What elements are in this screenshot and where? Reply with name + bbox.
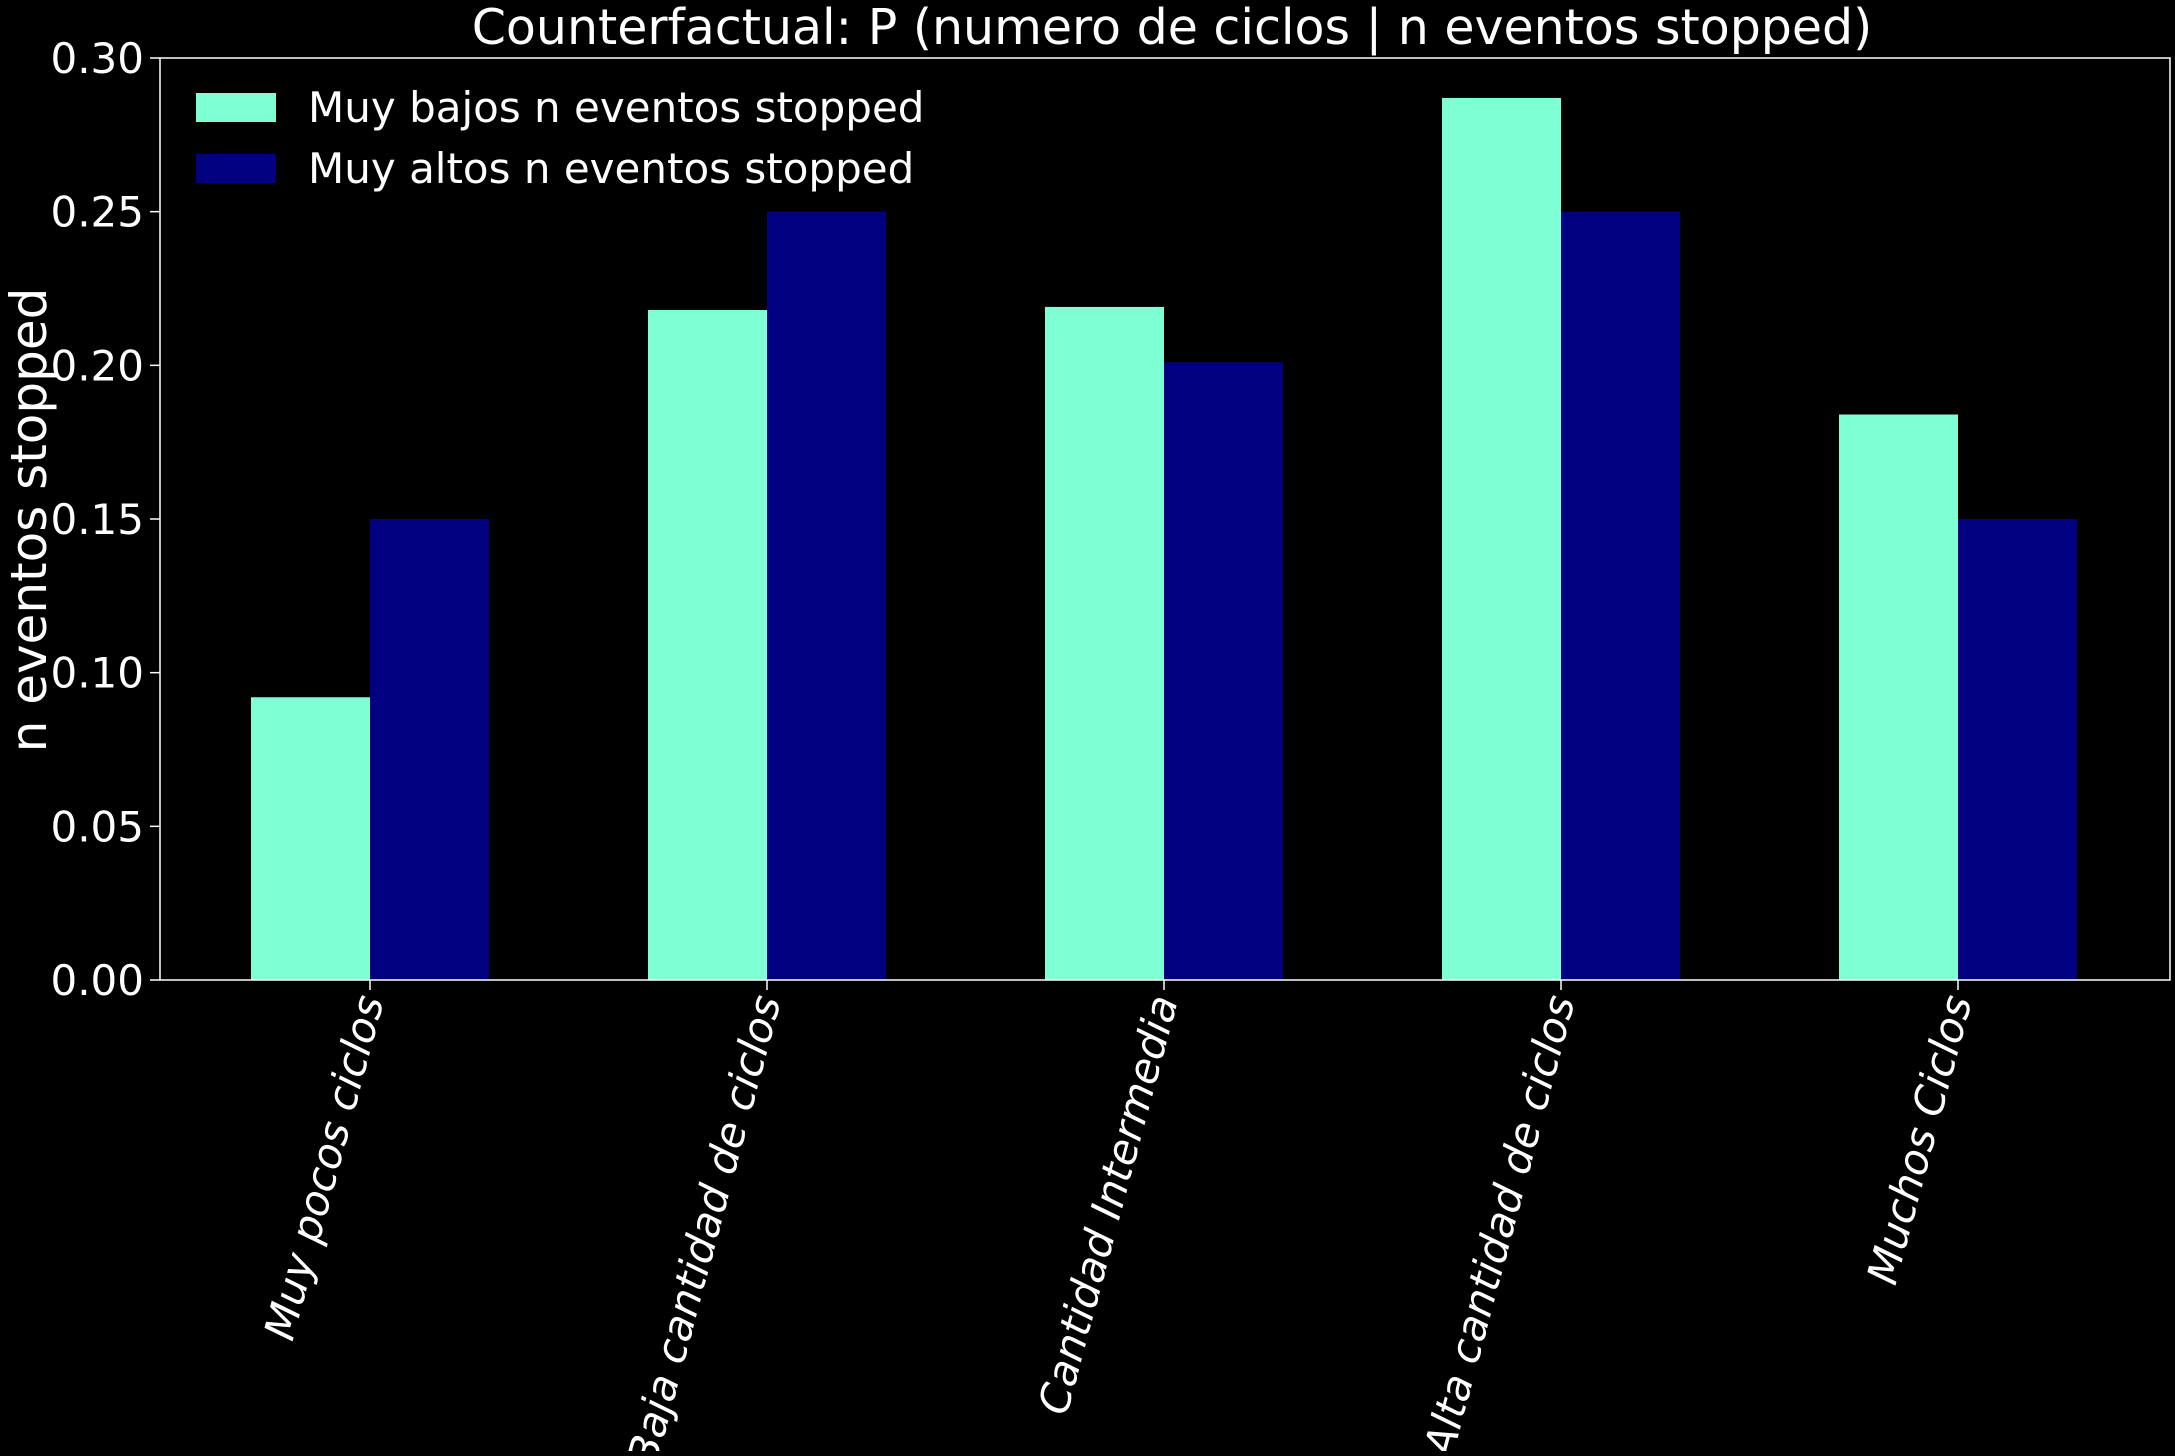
x-tick-label: Muchos Ciclos bbox=[1858, 990, 1982, 1289]
y-tick-label: 0.30 bbox=[50, 34, 144, 83]
plot-area: 0.00 0.05 0.10 0.15 0.20 0.25 0.30 Muy pocos ci… bbox=[50, 34, 2171, 1456]
bar-2-1 bbox=[370, 519, 489, 980]
bar-2-3 bbox=[1164, 362, 1283, 980]
x-tick-label: Baja cantidad de ciclos bbox=[618, 990, 791, 1451]
legend-swatch-2 bbox=[196, 154, 276, 183]
bar-1-4 bbox=[1442, 97, 1561, 981]
bar-1-1 bbox=[251, 697, 370, 980]
y-axis-label: n eventos stopped bbox=[0, 288, 58, 753]
legend-swatch-1 bbox=[196, 93, 276, 122]
legend-label-2: Muy altos n eventos stopped bbox=[308, 144, 914, 193]
x-tick-label: Cantidad Intermedia bbox=[1029, 990, 1188, 1420]
y-tick-label: 0.05 bbox=[50, 802, 144, 851]
legend-label-1: Muy bajos n eventos stopped bbox=[308, 83, 924, 132]
bar-2-4 bbox=[1561, 211, 1680, 980]
legend: Muy bajos n eventos stopped Muy altos n e… bbox=[196, 83, 924, 193]
bar-1-2 bbox=[648, 310, 767, 981]
bar-2-2 bbox=[767, 211, 886, 980]
bar-1-3 bbox=[1045, 306, 1164, 980]
x-tick-label: Alta cantidad de ciclos bbox=[1414, 990, 1585, 1451]
y-tick-label: 0.25 bbox=[50, 188, 144, 237]
y-tick-label: 0.00 bbox=[50, 956, 144, 1005]
chart-title: Counterfactual: P (numero de ciclos | n … bbox=[472, 0, 1873, 56]
y-tick-label: 0.15 bbox=[50, 495, 144, 544]
bar-2-5 bbox=[1958, 519, 2077, 980]
y-tick-label: 0.10 bbox=[50, 649, 144, 698]
x-tick-label: Muy pocos ciclos bbox=[255, 990, 394, 1345]
bar-1-5 bbox=[1839, 414, 1958, 980]
y-tick-label: 0.20 bbox=[50, 341, 144, 390]
